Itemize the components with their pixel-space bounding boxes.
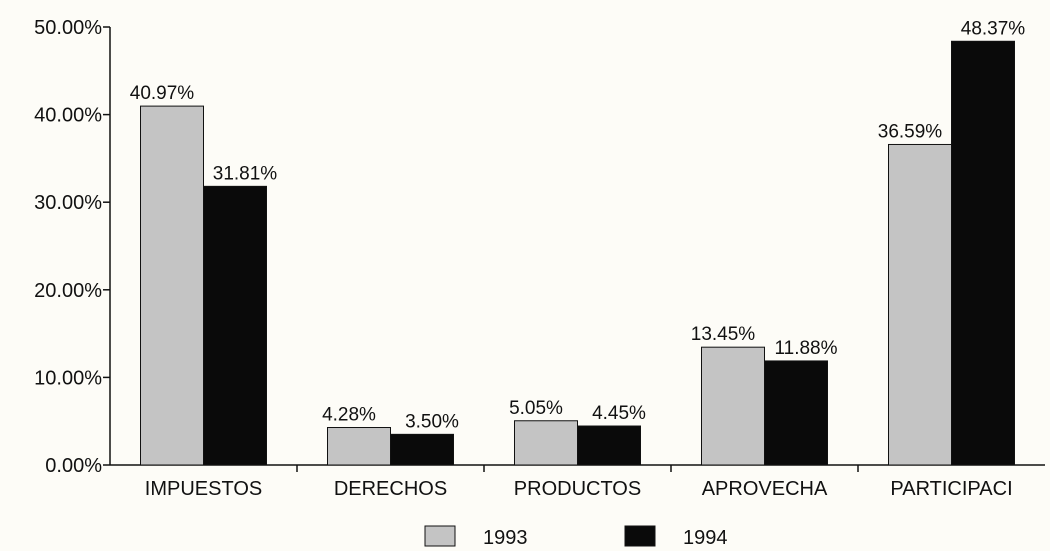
data-label: 36.59% <box>878 121 943 142</box>
x-category-label: PRODUCTOS <box>514 478 641 500</box>
x-axis-categories: IMPUESTOS DERECHOS PRODUCTOS APROVECHA PARTI… <box>145 478 1013 500</box>
bar-1993-aprovecha <box>701 346 765 466</box>
data-label: 13.45% <box>691 324 756 345</box>
y-tick-label: 30.00% <box>34 192 102 214</box>
data-label: 48.37% <box>961 18 1026 39</box>
data-label: 11.88% <box>774 338 837 359</box>
bar-1994-participaci <box>951 40 1015 466</box>
bar-1994-impuestos <box>203 185 267 466</box>
bar-1994-derechos <box>390 433 454 466</box>
bars <box>140 40 1015 466</box>
legend: 1993 1994 <box>424 525 728 549</box>
legend-swatch-1994 <box>624 525 656 547</box>
x-category-label: IMPUESTOS <box>145 478 262 500</box>
data-label: 4.28% <box>322 405 376 426</box>
bar-1994-aprovecha <box>764 360 828 466</box>
y-tick-label: 20.00% <box>34 280 102 302</box>
y-tick-label: 40.00% <box>34 105 102 127</box>
legend-swatch-1993 <box>424 525 456 547</box>
bar-1993-impuestos <box>140 105 204 466</box>
x-category-label: PARTICIPACI <box>890 478 1012 500</box>
data-labels: 40.97% 31.81% 4.28% 3.50% 5.05% 4.45% 13.45% 11… <box>130 18 1026 432</box>
data-label: 40.97% <box>130 83 195 104</box>
data-label: 31.81% <box>213 163 278 184</box>
legend-label: 1993 <box>483 527 528 549</box>
data-label: 5.05% <box>509 398 563 419</box>
bar-1993-participaci <box>888 143 952 466</box>
y-tick-label: 50.00% <box>34 17 102 39</box>
bar-1993-derechos <box>327 427 391 466</box>
x-category-label: APROVECHA <box>702 478 828 500</box>
data-label: 3.50% <box>405 411 459 432</box>
y-tick-label: 10.00% <box>34 367 102 389</box>
y-tick-label: 0.00% <box>45 455 102 477</box>
legend-label: 1994 <box>683 527 728 549</box>
y-axis-ticks: 0.00% 10.00% 20.00% 30.00% 40.00% 50.00% <box>34 17 110 477</box>
x-category-label: DERECHOS <box>334 478 447 500</box>
bar-1993-productos <box>514 420 578 466</box>
bar-1994-productos <box>577 425 641 466</box>
data-label: 4.45% <box>592 403 646 424</box>
